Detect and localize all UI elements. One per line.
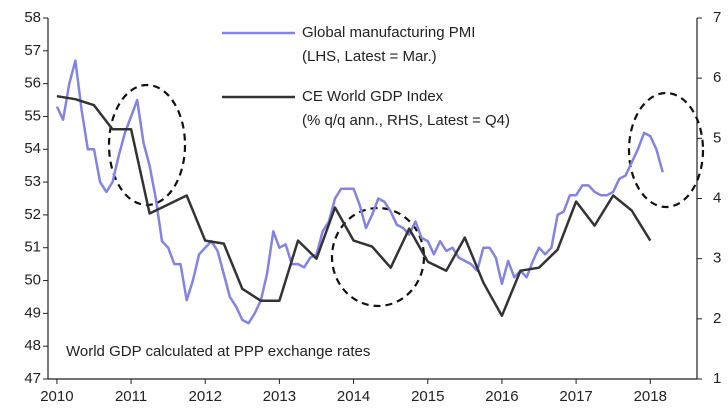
y-tick-label: 47 xyxy=(24,370,41,387)
x-tick-label: 2010 xyxy=(40,388,73,405)
y-tick-label: 58 xyxy=(24,9,41,26)
y-tick-label: 48 xyxy=(24,337,41,354)
x-tick-label: 2017 xyxy=(559,388,592,405)
x-tick-label: 2013 xyxy=(263,388,296,405)
y2-tick-label: 1 xyxy=(713,370,721,387)
y-tick-label: 56 xyxy=(24,75,41,92)
y2-tick-label: 7 xyxy=(713,9,721,26)
y2-tick-label: 2 xyxy=(713,310,721,327)
annotation: World GDP calculated at PPP exchange rat… xyxy=(66,343,370,360)
y-tick-label: 57 xyxy=(24,42,41,59)
x-tick-label: 2016 xyxy=(485,388,518,405)
x-tick-label: 2011 xyxy=(115,388,147,405)
series-line xyxy=(56,94,652,318)
legend-note: (% q/q ann., RHS, Latest = Q4) xyxy=(302,112,510,129)
highlight-ellipse xyxy=(627,91,705,209)
x-tick-label: 2012 xyxy=(189,388,222,405)
y-tick-label: 49 xyxy=(24,304,41,321)
series-line xyxy=(55,59,664,325)
y-tick-label: 54 xyxy=(24,140,41,157)
y-tick-label: 51 xyxy=(24,239,41,256)
legend-label: Global manufacturing PMI xyxy=(302,24,475,41)
legend-label: CE World GDP Index xyxy=(302,88,444,105)
y2-tick-label: 6 xyxy=(713,69,721,86)
y-tick-label: 50 xyxy=(24,272,41,289)
y2-tick-label: 5 xyxy=(713,129,721,146)
y2-tick-label: 3 xyxy=(713,250,721,267)
y2-tick-label: 4 xyxy=(713,189,721,206)
y-tick-label: 52 xyxy=(24,206,41,223)
x-tick-label: 2014 xyxy=(337,388,370,405)
x-tick-label: 2015 xyxy=(411,388,444,405)
highlight-ellipse xyxy=(330,206,426,308)
y-tick-label: 53 xyxy=(24,173,41,190)
legend-note: (LHS, Latest = Mar.) xyxy=(302,48,437,65)
x-tick-label: 2018 xyxy=(634,388,667,405)
y-tick-label: 55 xyxy=(24,107,41,124)
